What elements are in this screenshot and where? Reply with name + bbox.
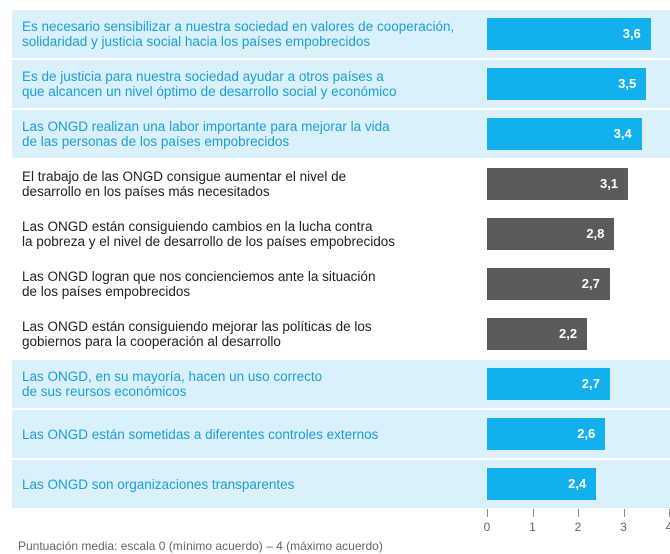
footnote: Puntuación media: escala 0 (mínimo acuer… bbox=[18, 539, 383, 553]
bar: 3,6 bbox=[487, 18, 651, 50]
value-label: 2,8 bbox=[586, 226, 605, 241]
bar: 2,7 bbox=[487, 368, 610, 400]
category-label: Es necesario sensibilizar a nuestra soci… bbox=[22, 19, 455, 49]
x-tick-label: 1 bbox=[529, 520, 536, 534]
category-label: Las ONGD son organizaciones transparente… bbox=[22, 476, 295, 492]
value-label: 2,7 bbox=[581, 376, 600, 391]
bar: 2,8 bbox=[487, 218, 615, 250]
bar: 2,2 bbox=[487, 318, 588, 350]
value-label: 3,5 bbox=[618, 76, 637, 91]
x-tick-label: 0 bbox=[483, 520, 491, 534]
bar: 3,5 bbox=[487, 68, 647, 100]
bar: 3,4 bbox=[487, 118, 642, 150]
bar: 2,6 bbox=[487, 418, 606, 450]
value-label: 2,4 bbox=[568, 476, 587, 491]
category-label: Las ONGD están consiguiendo mejorar las … bbox=[22, 319, 372, 349]
x-tick-label: 2 bbox=[574, 520, 582, 534]
value-label: 2,2 bbox=[559, 326, 578, 341]
x-tick bbox=[623, 509, 625, 517]
x-tick bbox=[578, 509, 579, 517]
category-label: Las ONGD logran que nos concienciemos an… bbox=[22, 269, 376, 299]
category-label: Las ONGD, en su mayoría, hacen un uso co… bbox=[22, 369, 323, 399]
category-label: Las ONGD están consiguiendo cambios en l… bbox=[22, 219, 395, 249]
value-label: 3,6 bbox=[622, 26, 641, 41]
value-label: 3,1 bbox=[599, 176, 619, 191]
x-tick-label: 4 bbox=[665, 520, 670, 534]
value-label: 3,4 bbox=[613, 126, 632, 141]
x-tick-label: 3 bbox=[620, 520, 627, 534]
category-label: Es de justicia para nuestra sociedad ayu… bbox=[22, 69, 397, 99]
x-tick bbox=[532, 509, 534, 517]
category-label: El trabajo de las ONGD consigue aumentar… bbox=[22, 169, 347, 199]
bar: 2,4 bbox=[487, 468, 597, 500]
x-tick bbox=[487, 509, 488, 517]
category-label: Las ONGD realizan una labor importante p… bbox=[22, 119, 390, 149]
value-label: 2,6 bbox=[577, 426, 596, 441]
category-label: Las ONGD están sometidas a diferentes co… bbox=[22, 426, 379, 442]
bar: 2,7 bbox=[487, 268, 610, 300]
value-label: 2,7 bbox=[581, 276, 600, 291]
bar: 3,1 bbox=[487, 168, 629, 200]
